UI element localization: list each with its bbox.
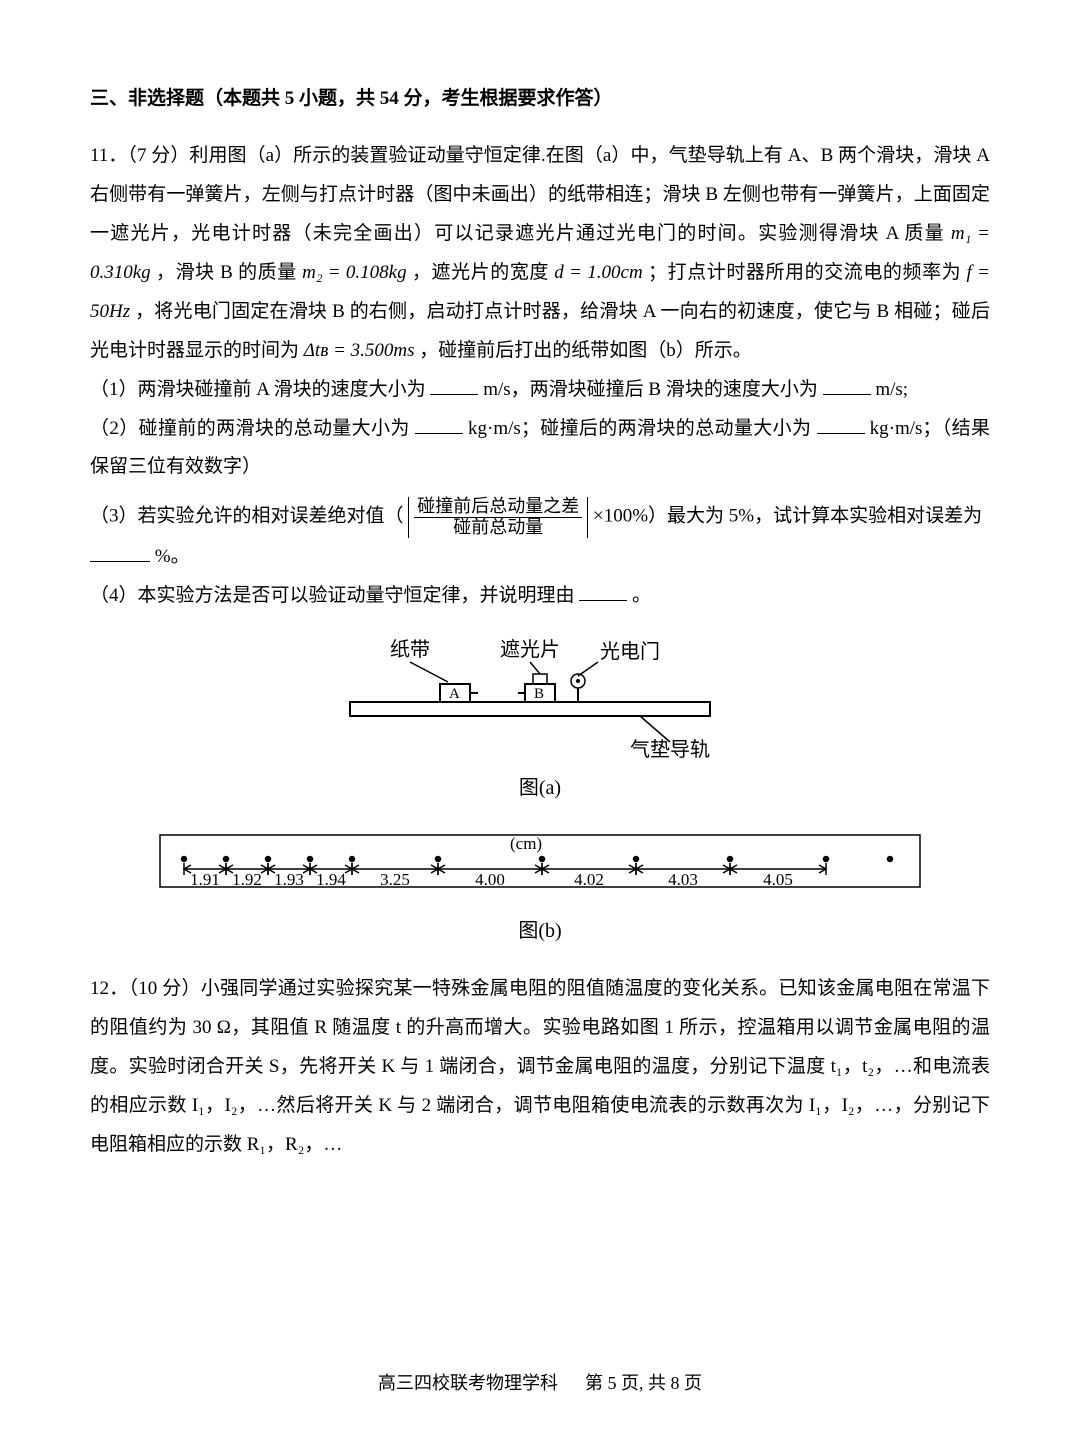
figure-b-svg: (cm) 1.91 1.92 1.93 1.94 3.25 4.00 4.02 4.03 4.0… xyxy=(150,827,930,907)
q11-text-4: ；打点计时器所用的交流电的频率为 xyxy=(648,262,967,283)
q11-p1c: m/s; xyxy=(875,379,908,400)
footer-subject: 高三四校联考物理学科 xyxy=(378,1373,558,1393)
q11-text-3: ，遮光片的宽度 xyxy=(412,262,554,283)
q11-p2a: （2）碰撞前的两滑块的总动量大小为 xyxy=(90,418,410,439)
footer-pageA: 第 5 页, xyxy=(585,1373,644,1393)
q11-m2: m₂ = 0.108kg xyxy=(302,262,406,283)
label-A: A xyxy=(449,686,460,702)
svg-text:4.02: 4.02 xyxy=(574,870,604,889)
page-footer: 高三四校联考物理学科 第 5 页, 共 8 页 xyxy=(0,1365,1080,1402)
svg-text:1.93: 1.93 xyxy=(274,870,304,889)
q11-text-2: ，滑块 B 的质量 xyxy=(156,262,302,283)
q11-part1: （1）两滑块碰撞前 A 滑块的速度大小为 m/s，两滑块碰撞后 B 滑块的速度大… xyxy=(90,371,990,410)
blank xyxy=(415,414,463,434)
q11-part4: （4）本实验方法是否可以验证动量守恒定律，并说明理由 。 xyxy=(90,577,990,616)
q11-p3b: ×100%）最大为 5%，试计算本实验相对误差为 xyxy=(593,506,982,527)
q11-part3-blank: %。 xyxy=(90,538,990,577)
q12-text: 12．（10 分）小强同学通过实验探究某一特殊金属电阻的阻值随温度的变化关系。已… xyxy=(90,970,990,1165)
figure-a-svg: 纸带 遮光片 光电门 A B xyxy=(330,634,750,764)
label-gate: 光电门 xyxy=(600,640,660,663)
section-title: 三、非选择题（本题共 5 小题，共 54 分，考生根据要求作答） xyxy=(90,80,990,119)
q11-p3c: %。 xyxy=(155,546,190,567)
blank xyxy=(823,375,871,395)
q11-text-6: ，碰撞前后打出的纸带如图（b）所示。 xyxy=(419,340,752,361)
svg-text:1.91: 1.91 xyxy=(190,870,220,889)
q11-intro: 11．（7 分）利用图（a）所示的装置验证动量守恒定律.在图（a）中，气垫导轨上… xyxy=(90,137,990,371)
q11-p3a: （3）若实验允许的相对误差绝对值（ xyxy=(90,506,404,527)
figure-a-caption: 图(a) xyxy=(90,768,990,809)
svg-text:1.94: 1.94 xyxy=(316,870,346,889)
abs-bars: 碰撞前后总动量之差 碰前总动量 xyxy=(408,497,588,538)
q11-part2: （2）碰撞前的两滑块的总动量大小为 kg·m/s；碰撞后的两滑块的总动量大小为 … xyxy=(90,410,990,488)
q11-part3: （3）若实验允许的相对误差绝对值（ 碰撞前后总动量之差 碰前总动量 ×100%）… xyxy=(90,497,990,538)
q11-d: d = 1.00cm xyxy=(554,262,642,283)
svg-text:1.92: 1.92 xyxy=(232,870,262,889)
blank xyxy=(817,414,865,434)
label-light: 遮光片 xyxy=(500,638,560,661)
q11-p4b: 。 xyxy=(632,585,651,606)
figure-b-caption: 图(b) xyxy=(90,911,990,952)
label-rail: 气垫导轨 xyxy=(630,738,710,761)
figure-b: (cm) 1.91 1.92 1.93 1.94 3.25 4.00 4.02 4.03 4.0… xyxy=(90,827,990,952)
svg-text:4.03: 4.03 xyxy=(668,870,698,889)
label-B: B xyxy=(534,686,544,702)
svg-text:4.05: 4.05 xyxy=(763,870,793,889)
blank xyxy=(430,375,478,395)
fraction: 碰撞前后总动量之差 碰前总动量 xyxy=(414,497,582,538)
svg-text:4.00: 4.00 xyxy=(475,870,505,889)
frac-den: 碰前总动量 xyxy=(414,518,582,538)
figb-unit: (cm) xyxy=(510,834,542,853)
q11-text-1: 11．（7 分）利用图（a）所示的装置验证动量守恒定律.在图（a）中，气垫导轨上… xyxy=(90,145,990,244)
q11-p1a: （1）两滑块碰撞前 A 滑块的速度大小为 xyxy=(90,379,426,400)
figure-a: 纸带 遮光片 光电门 A B xyxy=(90,634,990,809)
q11-p2b: kg·m/s；碰撞后的两滑块的总动量大小为 xyxy=(468,418,811,439)
blank xyxy=(90,542,150,562)
q11-dt: Δtʙ = 3.500ms xyxy=(304,340,415,361)
svg-text:3.25: 3.25 xyxy=(380,870,410,889)
q11-p1b: m/s，两滑块碰撞后 B 滑块的速度大小为 xyxy=(483,379,818,400)
frac-num: 碰撞前后总动量之差 xyxy=(414,497,582,518)
page: 三、非选择题（本题共 5 小题，共 54 分，考生根据要求作答） 11．（7 分… xyxy=(0,0,1080,1448)
q11-p4a: （4）本实验方法是否可以验证动量守恒定律，并说明理由 xyxy=(90,585,575,606)
footer-pageB: 共 8 页 xyxy=(648,1373,702,1393)
blank xyxy=(579,581,627,601)
label-tape: 纸带 xyxy=(390,638,430,661)
